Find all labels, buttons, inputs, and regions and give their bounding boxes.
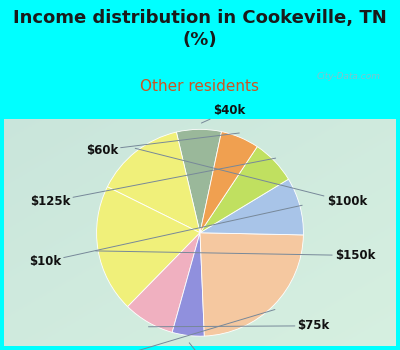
Wedge shape: [200, 147, 288, 233]
Wedge shape: [200, 132, 257, 233]
Text: $125k: $125k: [30, 158, 276, 208]
Text: > $200k: > $200k: [183, 343, 238, 350]
Text: City-Data.com: City-Data.com: [317, 72, 381, 82]
Text: $10k: $10k: [29, 205, 302, 268]
Wedge shape: [176, 130, 222, 233]
Text: $100k: $100k: [135, 148, 367, 208]
Wedge shape: [200, 179, 304, 235]
Text: Other residents: Other residents: [140, 79, 260, 94]
Text: $60k: $60k: [86, 133, 239, 156]
Text: $150k: $150k: [96, 249, 375, 262]
Text: $30k: $30k: [101, 309, 275, 350]
Wedge shape: [172, 233, 204, 336]
Wedge shape: [128, 233, 200, 332]
Text: $75k: $75k: [148, 319, 330, 332]
Wedge shape: [96, 187, 200, 307]
Wedge shape: [200, 233, 303, 336]
Text: $40k: $40k: [201, 104, 245, 123]
Wedge shape: [107, 132, 200, 233]
Text: Income distribution in Cookeville, TN
(%): Income distribution in Cookeville, TN (%…: [13, 9, 387, 49]
